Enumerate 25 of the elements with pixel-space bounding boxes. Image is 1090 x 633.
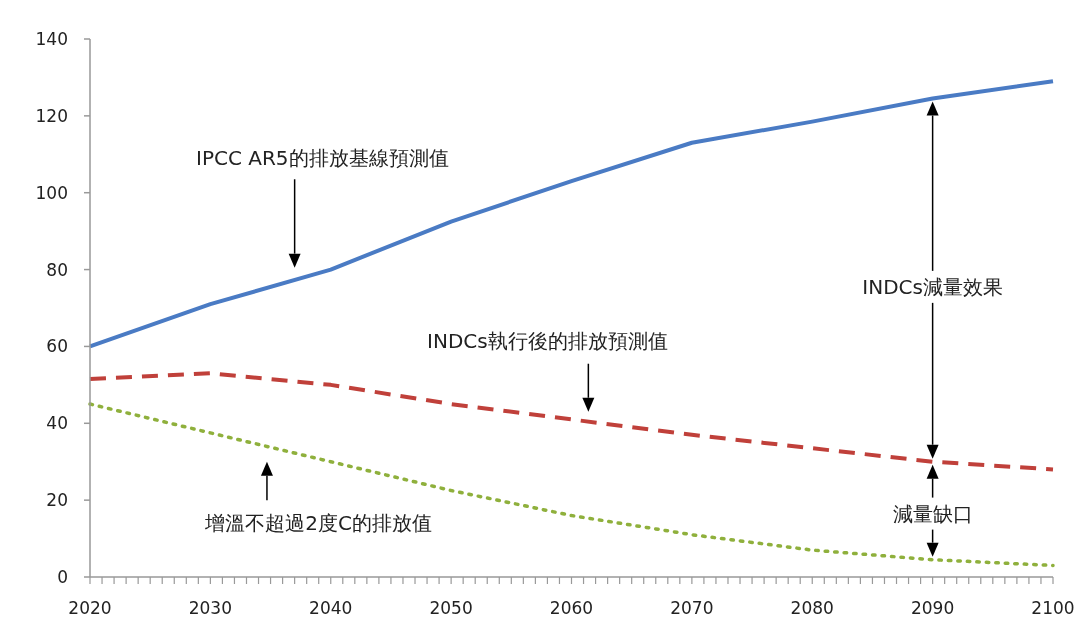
line-series	[88, 402, 1055, 568]
y-tick-label: 80	[46, 259, 68, 280]
x-tick-label: 2080	[790, 598, 834, 618]
x-tick-label: 2030	[188, 598, 233, 618]
annotation: INDCs執行後的排放預測值	[427, 328, 668, 353]
annotation: 減量缺口	[892, 501, 973, 526]
y-tick-label: 0	[57, 567, 68, 587]
annotation: 增溫不超過2度C的排放值	[204, 511, 433, 536]
y-tick-label: 60	[46, 336, 68, 357]
y-tick-label: 120	[35, 105, 68, 126]
annotation: INDCs減量效果	[862, 274, 1003, 299]
annotation: IPCC AR5的排放基線預測值	[196, 146, 449, 171]
x-tick-label: 2020	[68, 598, 112, 618]
x-tick-label: 2060	[549, 598, 594, 618]
y-tick-label: 140	[35, 29, 68, 49]
line-series	[88, 371, 1055, 472]
x-tick-label: 2090	[910, 598, 955, 618]
y-tick-label: 100	[35, 182, 68, 203]
x-tick-label: 2070	[670, 598, 714, 618]
line-series	[88, 79, 1055, 349]
x-tick-label: 2040	[309, 598, 353, 618]
x-tick-label: 2100	[1031, 598, 1075, 618]
y-tick-label: 20	[46, 490, 68, 511]
y-tick-label: 40	[46, 413, 68, 434]
x-tick-label: 2050	[429, 598, 473, 618]
